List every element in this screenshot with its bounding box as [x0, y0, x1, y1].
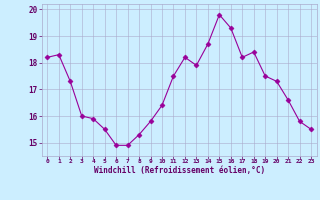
X-axis label: Windchill (Refroidissement éolien,°C): Windchill (Refroidissement éolien,°C) — [94, 166, 265, 175]
